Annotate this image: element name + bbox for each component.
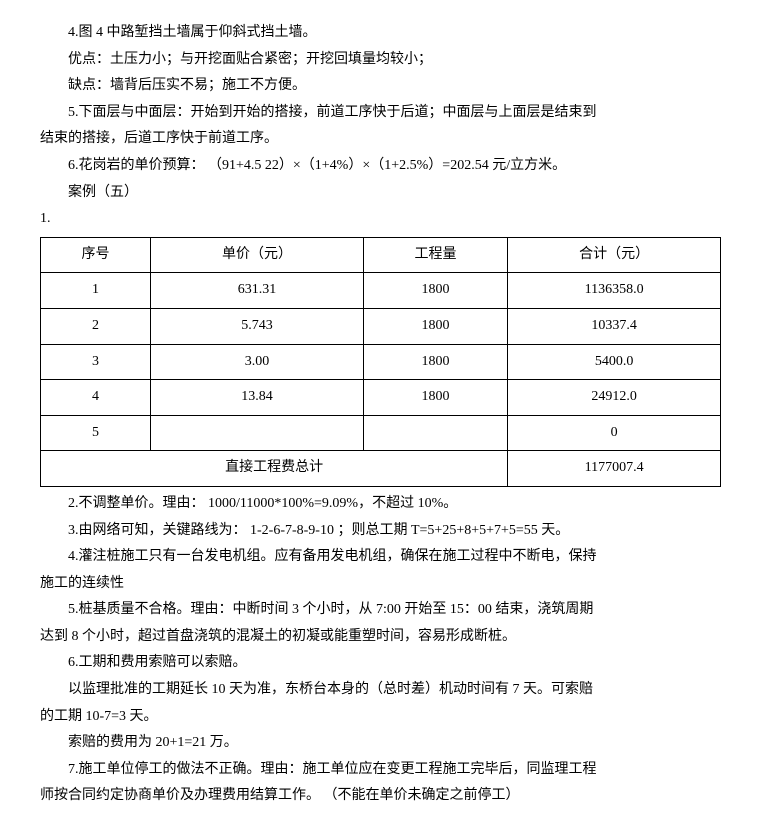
- table-cell: 1800: [363, 380, 507, 416]
- table-cell: 1: [41, 273, 151, 309]
- para-a2: 3.由网络可知，关键路线为： 1-2-6-7-8-9-10 ；则总工期 T=5+…: [40, 518, 721, 545]
- th-total: 合计（元）: [508, 237, 721, 273]
- para-a3b: 施工的连续性: [40, 571, 721, 598]
- cost-table: 序号 单价（元） 工程量 合计（元） 1631.3118001136358.02…: [40, 237, 721, 487]
- para-a8: 7.施工单位停工的做法不正确。理由：施工单位应在变更工程施工完毕后，同监理工程: [40, 757, 721, 784]
- table-row: 1631.3118001136358.0: [41, 273, 721, 309]
- table-cell: 5400.0: [508, 344, 721, 380]
- table-cell: 1800: [363, 308, 507, 344]
- para-6: 6.花岗岩的单价预算： （91+4.5 22）×（1+4%）×（1+2.5%）=…: [40, 153, 721, 180]
- para-5a: 5.下面层与中面层：开始到开始的搭接，前道工序快于后道；中面层与上面层是结束到: [40, 100, 721, 127]
- table-total-row: 直接工程费总计 1177007.4: [41, 451, 721, 487]
- table-cell: 631.31: [151, 273, 364, 309]
- table-cell: 10337.4: [508, 308, 721, 344]
- table-cell: 2: [41, 308, 151, 344]
- para-a7: 索赔的费用为 20+1=21 万。: [40, 730, 721, 757]
- table-cell: [363, 415, 507, 451]
- table-cell: 1800: [363, 273, 507, 309]
- para-a1: 2.不调整单价。理由： 1000/11000*100%=9.09%，不超过 10…: [40, 491, 721, 518]
- para-4-pros: 优点：土压力小；与开挖面贴合紧密；开挖回填量均较小；: [40, 47, 721, 74]
- th-seq: 序号: [41, 237, 151, 273]
- table-cell: 13.84: [151, 380, 364, 416]
- para-4-cons: 缺点：墙背后压实不易；施工不方便。: [40, 73, 721, 100]
- total-label: 直接工程费总计: [41, 451, 508, 487]
- para-a6b: 的工期 10-7=3 天。: [40, 704, 721, 731]
- table-row: 413.84180024912.0: [41, 380, 721, 416]
- para-4-title: 4.图 4 中路堑挡土墙属于仰斜式挡土墙。: [40, 20, 721, 47]
- para-a4b: 达到 8 个小时，超过首盘浇筑的混凝土的初凝或能重塑时间，容易形成断桩。: [40, 624, 721, 651]
- para-a4: 5.桩基质量不合格。理由：中断时间 3 个小时，从 7:00 开始至 15：00…: [40, 597, 721, 624]
- section-1: 1.: [40, 206, 721, 233]
- table-cell: 24912.0: [508, 380, 721, 416]
- case-title: 案例（五）: [40, 180, 721, 207]
- table-cell: 1136358.0: [508, 273, 721, 309]
- th-qty: 工程量: [363, 237, 507, 273]
- table-cell: 4: [41, 380, 151, 416]
- total-value: 1177007.4: [508, 451, 721, 487]
- para-5b: 结束的搭接，后道工序快于前道工序。: [40, 126, 721, 153]
- para-a6: 以监理批准的工期延长 10 天为准，东桥台本身的（总时差）机动时间有 7 天。可…: [40, 677, 721, 704]
- table-cell: 5: [41, 415, 151, 451]
- table-cell: 1800: [363, 344, 507, 380]
- table-cell: 3: [41, 344, 151, 380]
- table-row: 50: [41, 415, 721, 451]
- table-cell: 5.743: [151, 308, 364, 344]
- table-cell: 3.00: [151, 344, 364, 380]
- table-cell: 0: [508, 415, 721, 451]
- table-row: 25.743180010337.4: [41, 308, 721, 344]
- table-row: 33.0018005400.0: [41, 344, 721, 380]
- para-a5: 6.工期和费用索赔可以索赔。: [40, 650, 721, 677]
- table-header-row: 序号 单价（元） 工程量 合计（元）: [41, 237, 721, 273]
- table-cell: [151, 415, 364, 451]
- th-price: 单价（元）: [151, 237, 364, 273]
- para-a8b: 师按合同约定协商单价及办理费用结算工作。 （不能在单价未确定之前停工）: [40, 783, 721, 810]
- para-a3: 4.灌注桩施工只有一台发电机组。应有备用发电机组，确保在施工过程中不断电，保持: [40, 544, 721, 571]
